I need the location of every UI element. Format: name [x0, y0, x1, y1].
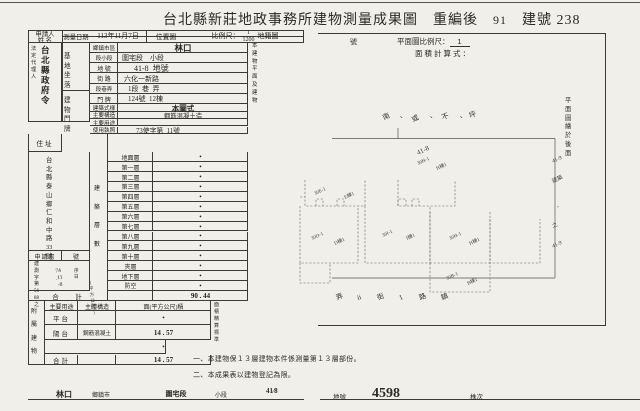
svg-text:南: 南	[381, 111, 391, 122]
svg-text:E棟1: E棟1	[343, 190, 356, 201]
svg-text:弄: 弄	[335, 292, 344, 302]
svg-text:D棟1: D棟1	[333, 236, 346, 247]
svg-text:41-9: 41-9	[551, 155, 563, 165]
svg-text:ii: ii	[356, 293, 362, 302]
svg-text:、: 、	[399, 111, 407, 120]
svg-text:41-8: 41-8	[415, 144, 430, 157]
svg-text:不: 不	[440, 112, 450, 122]
svg-text:30B-1: 30B-1	[446, 272, 460, 282]
svg-text:30D-1: 30D-1	[311, 232, 325, 242]
svg-text:30H-1: 30H-1	[417, 157, 431, 167]
svg-text:或: 或	[410, 113, 420, 124]
svg-text:路: 路	[418, 291, 428, 302]
svg-text:30H-1: 30H-1	[449, 232, 463, 242]
svg-text:建築: 建築	[550, 173, 564, 185]
svg-text:H棟1: H棟1	[468, 236, 481, 247]
svg-text:、: 、	[429, 111, 437, 120]
svg-text:H棟1: H棟1	[435, 161, 448, 172]
svg-text:、: 、	[554, 201, 562, 208]
svg-text:30E-1: 30E-1	[314, 187, 328, 197]
svg-text:30I-1: 30I-1	[382, 229, 394, 238]
svg-text:街: 街	[376, 291, 386, 302]
svg-text:坪: 坪	[468, 110, 477, 120]
svg-text:41-9: 41-9	[551, 240, 563, 250]
svg-text:、: 、	[459, 111, 467, 120]
svg-text:I棟1: I棟1	[405, 231, 417, 241]
svg-text:B棟1: B棟1	[466, 276, 479, 287]
svg-text:1: 1	[398, 293, 404, 302]
svg-text:鎮: 鎮	[440, 291, 450, 302]
